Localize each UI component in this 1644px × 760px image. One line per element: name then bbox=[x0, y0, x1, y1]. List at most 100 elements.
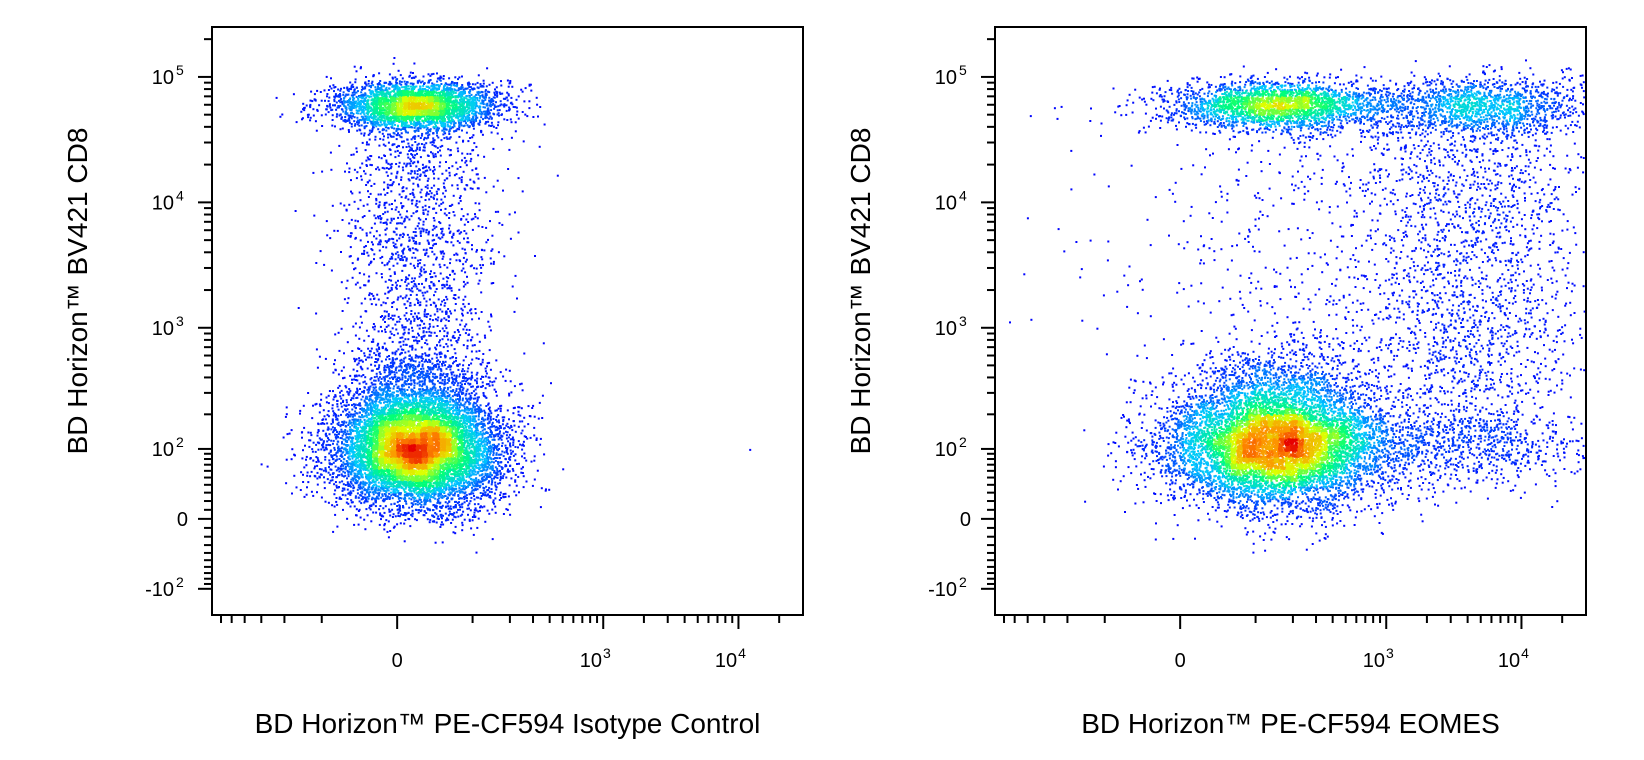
event-dot bbox=[444, 324, 447, 327]
event-dot bbox=[419, 127, 422, 130]
event-dot bbox=[435, 128, 438, 131]
event-dot bbox=[429, 74, 432, 77]
event-dot bbox=[393, 271, 396, 274]
event-dot bbox=[322, 469, 325, 472]
event-dot bbox=[384, 505, 387, 508]
event-dot bbox=[461, 490, 464, 493]
event-dot bbox=[422, 327, 425, 330]
event-dot bbox=[409, 302, 412, 304]
event-dot bbox=[492, 434, 495, 437]
event-dot bbox=[401, 326, 404, 329]
event-dot bbox=[432, 132, 435, 135]
event-dot bbox=[343, 430, 346, 433]
event-dot bbox=[442, 277, 445, 280]
event-dot bbox=[470, 121, 473, 124]
event-dot bbox=[428, 198, 431, 201]
event-dot bbox=[460, 386, 462, 388]
event-dot bbox=[352, 115, 354, 118]
event-dot bbox=[340, 459, 343, 462]
event-dot bbox=[476, 424, 479, 427]
event-dot bbox=[340, 87, 342, 90]
event-dot bbox=[437, 177, 440, 180]
event-dot bbox=[370, 226, 373, 229]
event-dot bbox=[472, 122, 475, 125]
event-dot bbox=[350, 413, 352, 416]
event-dot bbox=[375, 372, 378, 375]
event-dot bbox=[459, 373, 461, 376]
event-dot bbox=[333, 100, 336, 103]
event-dot bbox=[437, 500, 439, 503]
event-dot bbox=[435, 211, 438, 214]
event-dot bbox=[439, 308, 442, 311]
event-dot bbox=[412, 285, 415, 288]
event-dot bbox=[434, 541, 437, 544]
event-dot bbox=[521, 455, 523, 458]
event-dot bbox=[388, 336, 391, 339]
event-dot bbox=[427, 508, 430, 511]
event-dot bbox=[379, 373, 382, 375]
event-dot bbox=[458, 363, 461, 366]
event-dot bbox=[374, 505, 377, 508]
event-dot bbox=[499, 100, 502, 103]
event-dot bbox=[441, 382, 444, 385]
event-dot bbox=[426, 518, 429, 521]
event-dot bbox=[453, 515, 456, 518]
event-dot bbox=[339, 391, 341, 394]
event-dot bbox=[541, 394, 544, 397]
event-dot bbox=[367, 347, 370, 350]
event-dot bbox=[503, 451, 506, 454]
event-dot bbox=[348, 483, 351, 486]
event-dot bbox=[360, 491, 363, 494]
event-dot bbox=[512, 469, 515, 472]
event-dot bbox=[442, 77, 445, 80]
event-dot bbox=[455, 401, 458, 404]
event-dot bbox=[392, 513, 395, 516]
event-dot bbox=[462, 379, 465, 382]
event-dot bbox=[523, 452, 526, 455]
event-dot bbox=[405, 383, 408, 386]
event-dot bbox=[342, 394, 345, 397]
event-dot bbox=[404, 380, 407, 383]
event-dot bbox=[433, 184, 436, 187]
event-dot bbox=[368, 486, 371, 488]
event-dot bbox=[360, 398, 363, 401]
event-dot bbox=[299, 412, 301, 415]
event-dot bbox=[334, 93, 337, 96]
event-dot bbox=[350, 472, 353, 475]
event-dot bbox=[353, 378, 356, 381]
event-dot bbox=[347, 114, 350, 117]
event-dot bbox=[360, 359, 363, 362]
event-dot bbox=[404, 363, 407, 366]
event-dot bbox=[329, 106, 332, 109]
event-dot bbox=[491, 103, 494, 106]
event-dot bbox=[469, 90, 472, 93]
event-dot bbox=[517, 177, 520, 180]
event-dot bbox=[431, 276, 434, 278]
event-dot bbox=[311, 450, 314, 453]
event-dot bbox=[463, 248, 466, 251]
event-dot bbox=[512, 412, 515, 415]
event-dot bbox=[379, 83, 381, 86]
event-dot bbox=[449, 357, 452, 360]
event-dot bbox=[408, 497, 411, 500]
event-dot bbox=[419, 498, 422, 501]
event-dot bbox=[368, 89, 371, 92]
event-dot bbox=[386, 192, 389, 194]
event-dot bbox=[344, 170, 346, 173]
event-dot bbox=[349, 493, 352, 496]
event-dot bbox=[338, 496, 341, 499]
event-dot bbox=[453, 331, 456, 334]
event-dot bbox=[399, 497, 402, 499]
event-dot bbox=[423, 498, 426, 501]
event-dot bbox=[411, 154, 414, 156]
event-dot bbox=[358, 415, 361, 418]
event-dot bbox=[401, 336, 404, 339]
event-dot bbox=[459, 323, 462, 326]
event-dot bbox=[418, 498, 421, 501]
event-dot bbox=[448, 364, 451, 367]
event-dot bbox=[413, 319, 416, 322]
event-dot bbox=[340, 428, 343, 431]
event-dot bbox=[450, 153, 452, 156]
event-dot bbox=[359, 404, 362, 407]
event-dot bbox=[364, 284, 367, 287]
